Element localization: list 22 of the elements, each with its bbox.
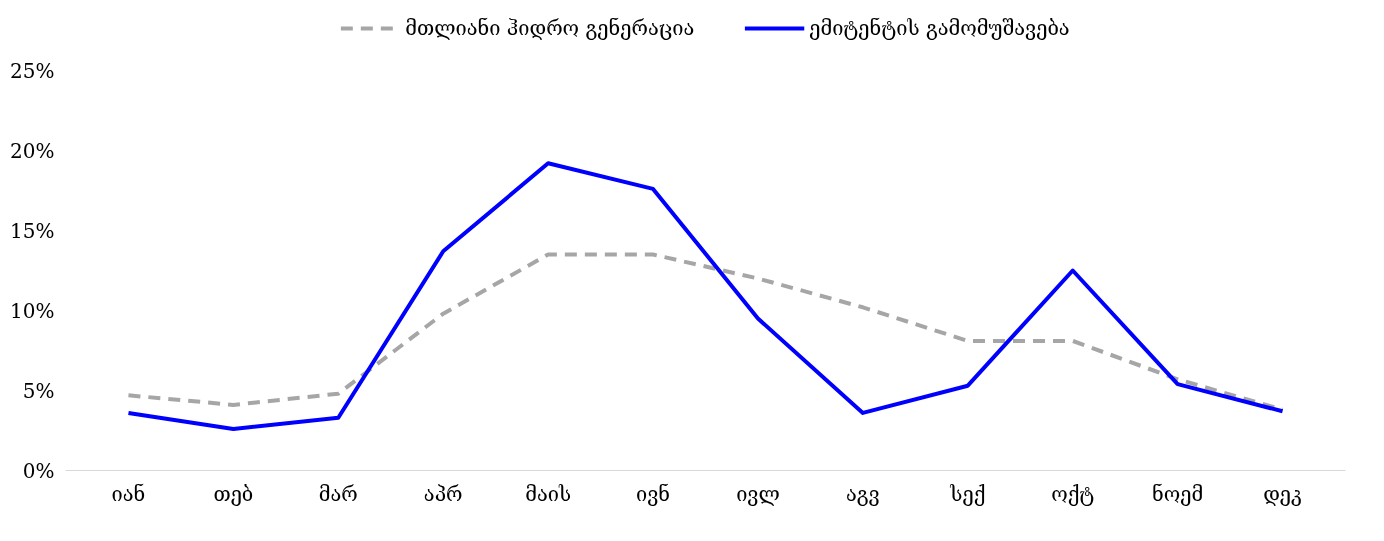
y-tick-label: 5% [22,378,55,403]
x-tick-label: იან [111,481,146,506]
y-tick-label: 15% [10,218,55,243]
x-tick-label: მარ [318,481,358,506]
x-tick-label: აგვ [846,481,880,506]
x-tick-label: ივნ [636,481,671,506]
x-tick-label: თებ [213,481,254,506]
x-tick-label: მაის [525,481,572,506]
x-tick-label: ივლ [736,481,780,506]
y-tick-label: 25% [10,58,55,83]
y-tick-label: 20% [10,138,55,163]
legend-label: ემიტენტის გამომუშავება [809,15,1070,40]
x-tick-label: სექ [949,481,986,506]
x-tick-label: ნოემ [1152,481,1204,506]
x-tick-label: ოქტ [1051,481,1095,506]
legend-label: მთლიანი ჰიდრო გენერაცია [405,15,695,40]
x-tick-label: აპრ [423,481,463,506]
x-tick-label: დეკ [1263,481,1302,506]
line-series [126,252,1285,412]
line-series [126,161,1285,431]
y-tick-label: 10% [10,298,55,323]
y-tick-label: 0% [22,458,55,483]
